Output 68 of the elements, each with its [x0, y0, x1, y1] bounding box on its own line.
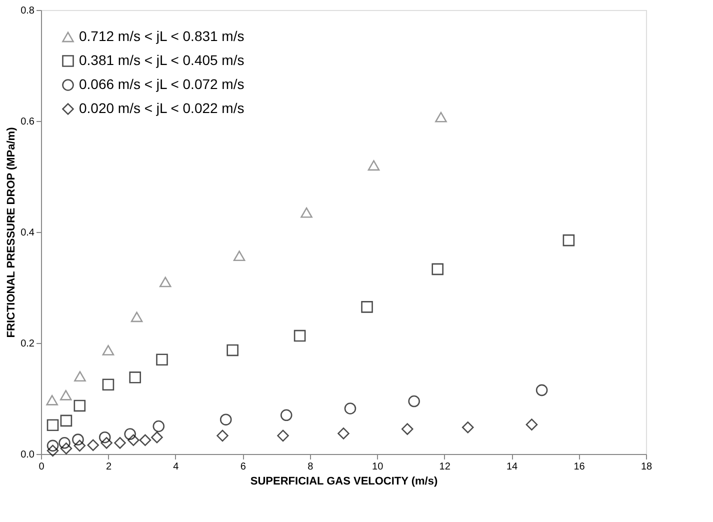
x-tick-label: 14: [506, 462, 518, 472]
y-tick-label: 0.0: [20, 450, 35, 460]
x-axis-title: SUPERFICIAL GAS VELOCITY (m/s): [250, 476, 438, 488]
point: [98, 431, 111, 444]
point: [526, 418, 538, 430]
point: [129, 372, 142, 384]
point: [338, 428, 350, 440]
point: [300, 207, 312, 218]
point: [220, 414, 232, 426]
point: [46, 419, 59, 432]
x-tick-label: 18: [640, 462, 652, 472]
point: [74, 440, 86, 452]
x-tick-label: 0: [38, 462, 45, 472]
point: [74, 371, 86, 382]
point: [60, 414, 72, 427]
point: [60, 442, 72, 454]
point: [74, 400, 86, 412]
point: [100, 437, 112, 449]
point: [102, 345, 114, 356]
y-axis-title: FRICTIONAL PRESSURE DROP (MPa/m): [6, 126, 18, 338]
x-tick-label: 12: [439, 462, 451, 472]
point: [159, 276, 172, 288]
x-tick-label: 8: [308, 462, 314, 472]
x-tick-label: 4: [173, 462, 180, 472]
point: [562, 234, 575, 246]
point: [156, 354, 168, 366]
point: [139, 434, 152, 446]
y-tick-label: 0.6: [20, 116, 35, 128]
point: [58, 437, 70, 449]
point: [46, 440, 59, 452]
point: [87, 439, 99, 452]
legend-label: 0.381 m/s < jL < 0.405 m/s: [79, 52, 244, 68]
point: [294, 330, 306, 342]
legend-label: 0.066 m/s < jL < 0.072 m/s: [79, 76, 244, 92]
point: [60, 390, 72, 400]
point: [408, 395, 420, 408]
legend-label: 0.020 m/s < jL < 0.022 m/s: [79, 100, 244, 116]
point: [46, 444, 59, 457]
point: [435, 112, 447, 122]
point: [151, 431, 163, 444]
point: [72, 434, 84, 446]
point: [536, 384, 548, 396]
point: [102, 378, 114, 391]
point: [128, 434, 140, 446]
point: [361, 301, 373, 313]
point: [344, 402, 356, 414]
point: [152, 420, 165, 432]
point: [368, 160, 380, 171]
x-tick-label: 16: [574, 462, 586, 472]
point: [280, 409, 292, 422]
point: [432, 263, 444, 276]
point: [124, 428, 136, 440]
point: [277, 430, 289, 442]
point: [462, 421, 474, 434]
x-tick-label: 2: [106, 462, 112, 472]
legend-label: 0.712 m/s < jL < 0.831 m/s: [79, 28, 244, 44]
point: [401, 423, 414, 435]
y-tick-label: 0.2: [20, 338, 35, 350]
point: [216, 430, 228, 442]
point: [114, 437, 126, 449]
point: [233, 250, 246, 262]
y-tick-label: 0.8: [20, 6, 35, 16]
x-tick-label: 6: [240, 462, 246, 472]
point: [226, 344, 238, 356]
point: [130, 312, 143, 322]
point: [46, 394, 58, 406]
y-tick-label: 0.4: [20, 228, 35, 238]
x-tick-label: 10: [372, 462, 384, 472]
